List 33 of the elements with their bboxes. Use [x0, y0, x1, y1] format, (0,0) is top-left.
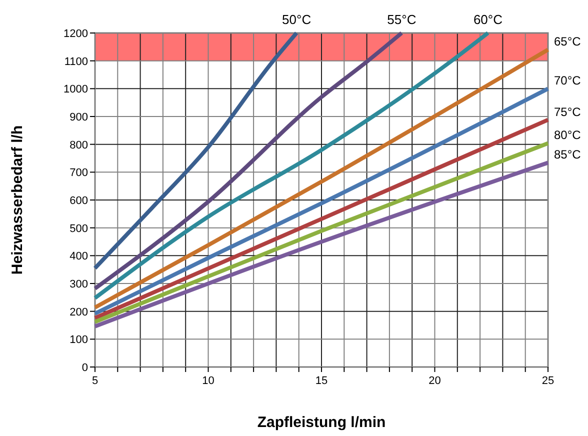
y-tick-label: 600	[70, 195, 88, 207]
y-tick-label: 300	[70, 278, 88, 290]
line-series	[93, 48, 550, 310]
y-tick-label: 100	[70, 334, 88, 346]
series-label: 85°C	[554, 148, 582, 162]
x-axis-title: Zapfleistung l/min	[257, 414, 386, 431]
x-tick-label: 15	[315, 375, 328, 387]
x-tick-label: 20	[428, 375, 441, 387]
y-tick-label: 1200	[64, 28, 88, 40]
y-tick-label: 800	[70, 139, 88, 152]
y-tick-label: 1100	[64, 56, 88, 68]
line-series	[93, 31, 299, 270]
series-label: 60°C	[473, 12, 502, 27]
series-label: 75°C	[554, 104, 582, 119]
line-series	[93, 31, 490, 300]
y-tick-label: 500	[70, 222, 88, 235]
line-series	[93, 31, 404, 291]
y-tick-label: 900	[70, 112, 88, 124]
series-label: 50°C	[282, 12, 312, 27]
x-tick-label: 10	[202, 375, 214, 387]
y-tick-label: 400	[70, 250, 88, 263]
y-axis-title: Heizwasserbedarf l/h	[9, 125, 26, 275]
y-tick-label: 1000	[64, 84, 88, 96]
x-tick-label: 5	[92, 375, 98, 387]
y-tick-label: 200	[70, 306, 88, 318]
x-tick-label: 25	[542, 375, 554, 387]
line-series	[93, 86, 550, 316]
y-tick-label: 700	[70, 167, 88, 180]
series-label: 80°C	[554, 128, 582, 142]
series-label: 70°C	[554, 74, 582, 88]
y-tick-label: 0	[82, 362, 88, 374]
series-label: 55°C	[387, 12, 416, 27]
series-label: 65°C	[554, 34, 582, 49]
